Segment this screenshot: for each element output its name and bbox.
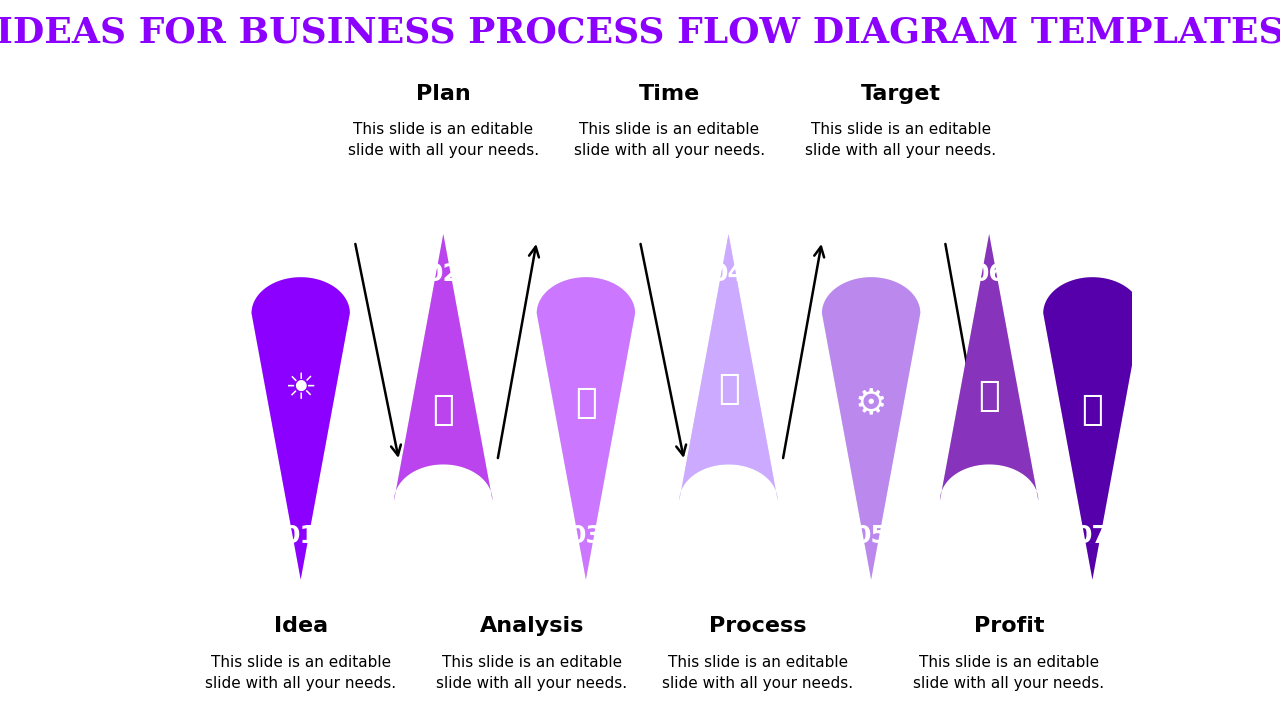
Text: 📊: 📊	[1082, 393, 1103, 428]
Text: 📋: 📋	[433, 393, 454, 428]
PathPatch shape	[536, 277, 635, 580]
PathPatch shape	[680, 234, 778, 500]
Text: Idea: Idea	[274, 616, 328, 636]
PathPatch shape	[536, 277, 635, 580]
Text: Time: Time	[639, 84, 700, 104]
Text: IDEAS FOR BUSINESS PROCESS FLOW DIAGRAM TEMPLATES: IDEAS FOR BUSINESS PROCESS FLOW DIAGRAM …	[0, 15, 1280, 50]
Text: This slide is an editable
slide with all your needs.: This slide is an editable slide with all…	[436, 655, 627, 691]
Text: 🔍: 🔍	[575, 386, 596, 420]
Text: Profit: Profit	[974, 616, 1044, 636]
Text: ⚙: ⚙	[855, 386, 887, 420]
Text: 02: 02	[426, 261, 461, 286]
Text: Plan: Plan	[416, 84, 471, 104]
Text: 03: 03	[568, 524, 603, 549]
Text: 07: 07	[1075, 524, 1110, 549]
PathPatch shape	[1043, 277, 1142, 580]
PathPatch shape	[940, 234, 1038, 500]
Text: Target: Target	[860, 84, 941, 104]
Text: This slide is an editable
slide with all your needs.: This slide is an editable slide with all…	[913, 655, 1105, 691]
Text: This slide is an editable
slide with all your needs.: This slide is an editable slide with all…	[348, 122, 539, 158]
Text: This slide is an editable
slide with all your needs.: This slide is an editable slide with all…	[573, 122, 765, 158]
Text: Analysis: Analysis	[480, 616, 584, 636]
PathPatch shape	[1043, 277, 1142, 580]
PathPatch shape	[394, 234, 493, 500]
Text: Process: Process	[709, 616, 806, 636]
Text: This slide is an editable
slide with all your needs.: This slide is an editable slide with all…	[663, 655, 854, 691]
PathPatch shape	[822, 277, 920, 580]
Text: ⏱: ⏱	[718, 372, 740, 406]
Text: ☀: ☀	[284, 372, 317, 406]
PathPatch shape	[252, 277, 349, 580]
Text: This slide is an editable
slide with all your needs.: This slide is an editable slide with all…	[805, 122, 996, 158]
PathPatch shape	[394, 234, 493, 500]
Text: 05: 05	[854, 524, 888, 549]
PathPatch shape	[940, 234, 1038, 500]
PathPatch shape	[822, 277, 920, 580]
Text: 04: 04	[712, 261, 746, 286]
PathPatch shape	[251, 277, 349, 580]
Text: 06: 06	[972, 261, 1006, 286]
Text: 🎯: 🎯	[978, 379, 1000, 413]
PathPatch shape	[680, 234, 778, 500]
Text: 01: 01	[283, 524, 319, 549]
Text: This slide is an editable
slide with all your needs.: This slide is an editable slide with all…	[205, 655, 397, 691]
